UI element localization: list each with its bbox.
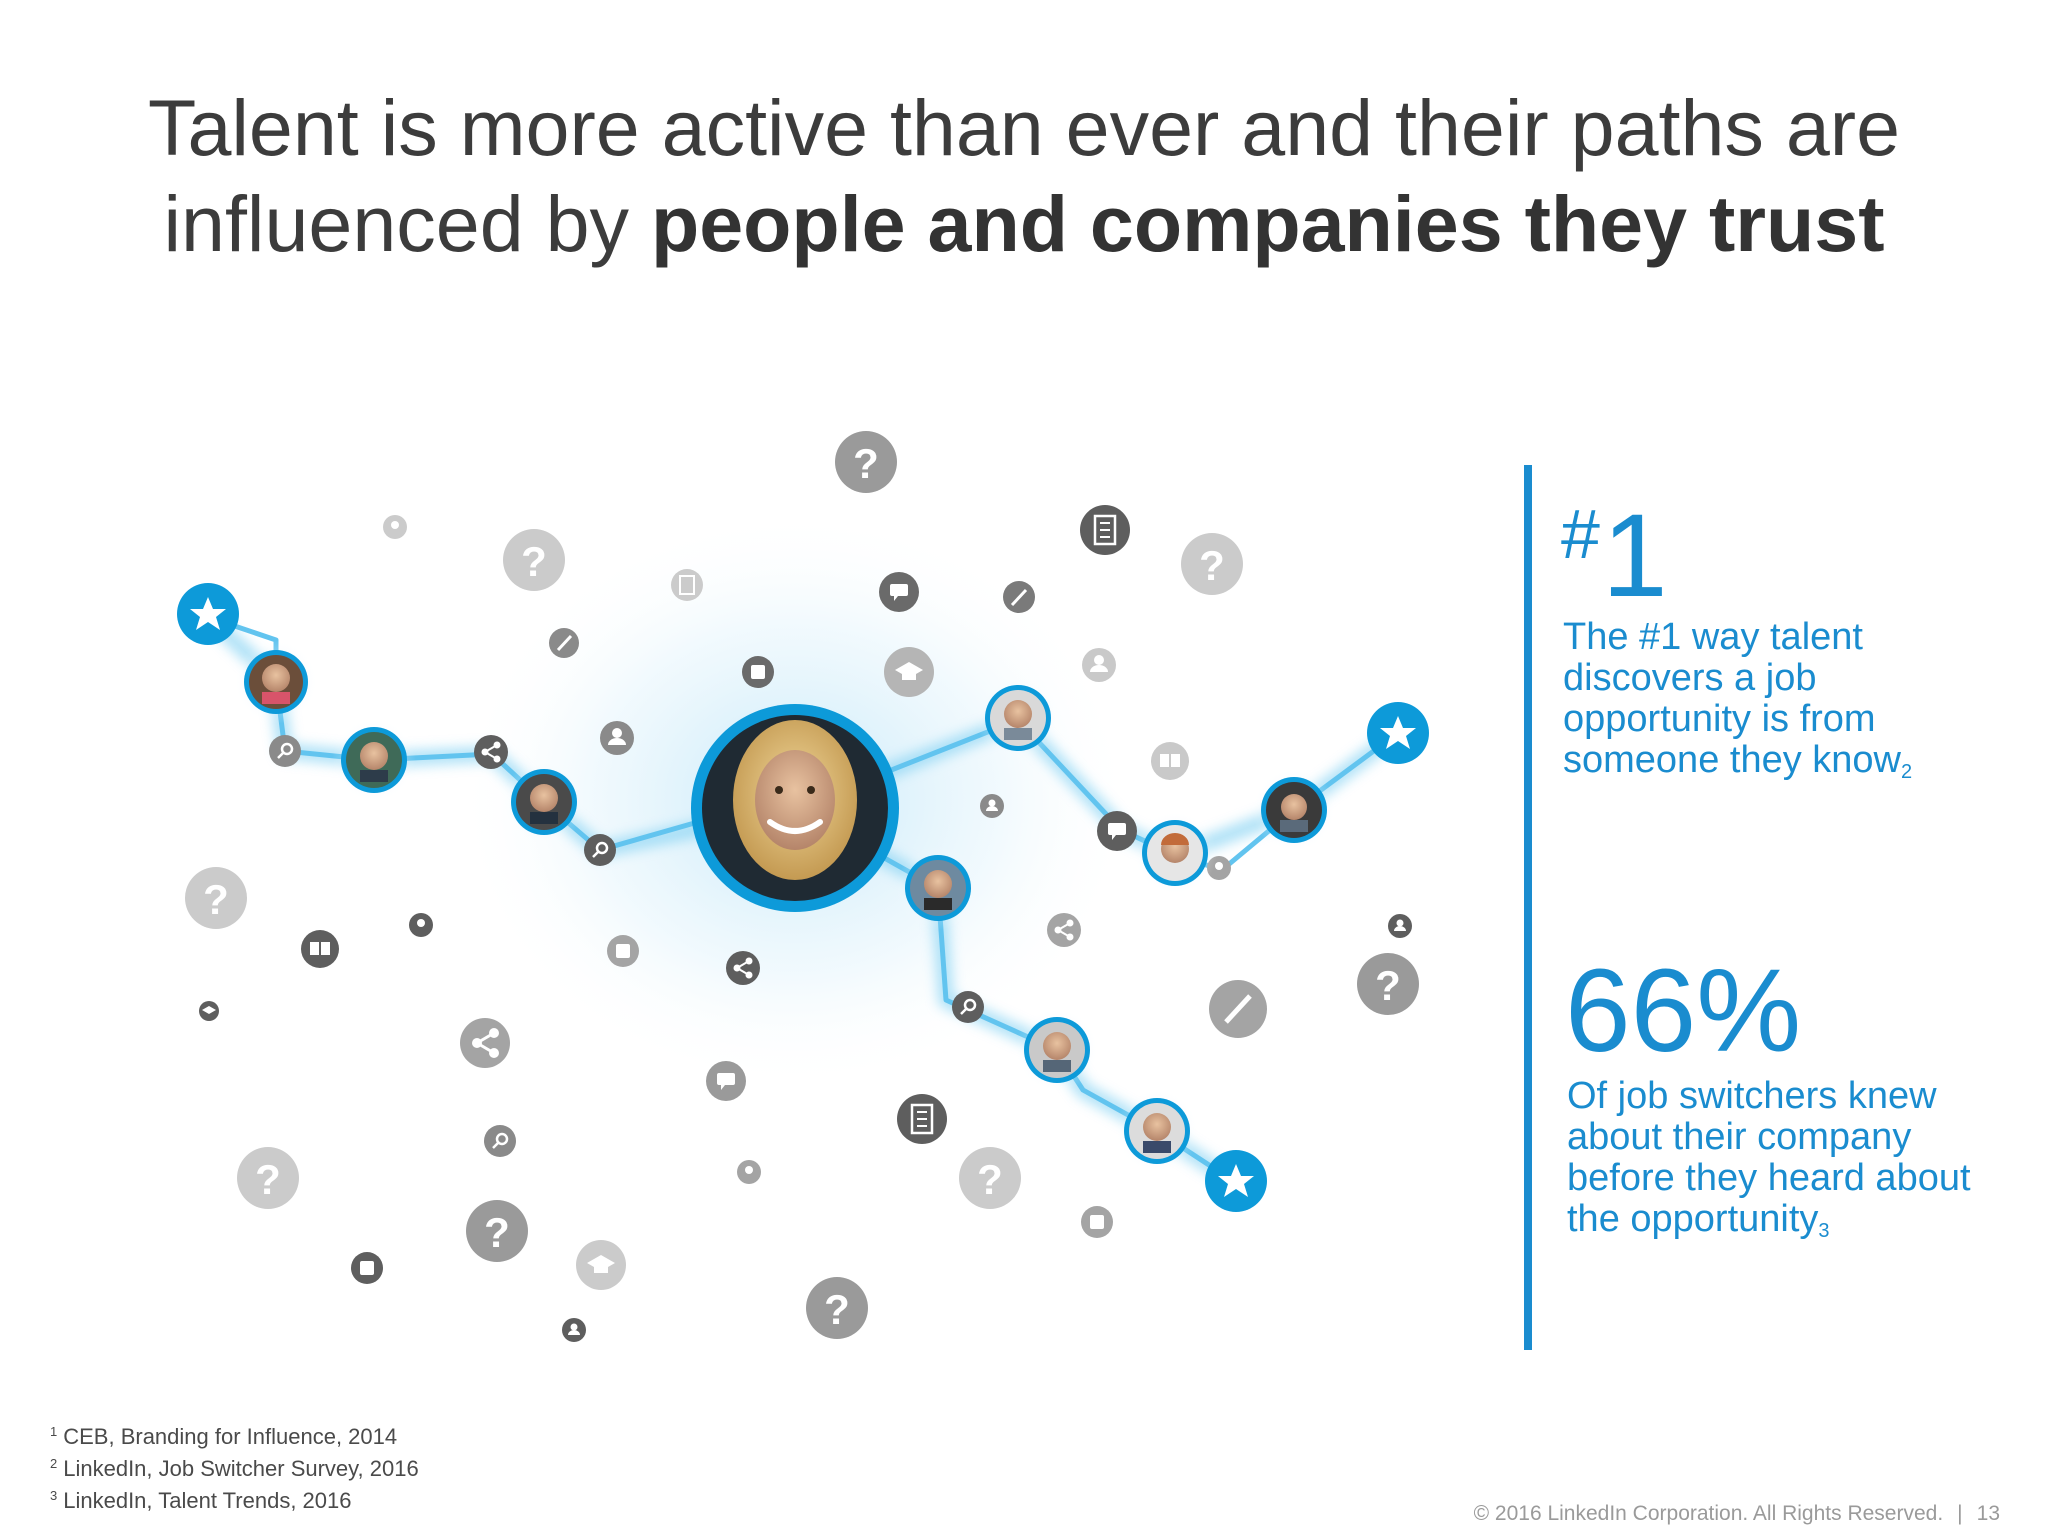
question-icon: ?	[237, 1147, 299, 1209]
pencil-icon	[1209, 980, 1267, 1038]
central-avatar	[691, 704, 899, 912]
footnote-number: 2	[50, 1456, 58, 1471]
share-icon	[726, 951, 760, 985]
briefcase-icon	[1081, 1206, 1113, 1238]
question-icon: ?	[466, 1200, 528, 1262]
award-icon	[383, 515, 407, 539]
award-icon	[409, 913, 433, 937]
briefcase-icon	[607, 935, 639, 967]
person-icon	[1388, 914, 1412, 938]
book-icon	[301, 930, 339, 968]
footnote-text: LinkedIn, Job Switcher Survey, 2016	[63, 1456, 419, 1481]
svg-text:?: ?	[255, 1156, 281, 1203]
star-badge-icon	[1367, 702, 1429, 764]
scattered-icons: ? ? ? ? ? ? ? ? ?	[185, 431, 1419, 1342]
building-icon	[1080, 505, 1130, 555]
avatar	[976, 676, 1060, 760]
search-icon	[269, 735, 301, 767]
pencil-icon	[549, 628, 579, 658]
avatar	[234, 640, 318, 724]
avatar	[332, 718, 416, 802]
briefcase-icon	[351, 1252, 383, 1284]
title-line-1: Talent is more active than ever and thei…	[147, 83, 1901, 172]
footer-separator: |	[1957, 1502, 1963, 1525]
share-icon	[474, 735, 508, 769]
avatar	[1252, 768, 1336, 852]
briefcase-icon	[742, 656, 774, 688]
svg-text:?: ?	[977, 1156, 1003, 1203]
stat-1-number: #1	[1561, 474, 1668, 616]
svg-text:?: ?	[521, 538, 547, 585]
stat-2-description: Of job switchers knew about their compan…	[1567, 1075, 1987, 1242]
title-line-2: influenced by people and companies they …	[0, 176, 2048, 272]
question-icon: ?	[835, 431, 897, 493]
page-title: Talent is more active than ever and thei…	[0, 80, 2048, 272]
share-icon	[460, 1018, 510, 1068]
question-icon: ?	[503, 529, 565, 591]
svg-text:?: ?	[853, 440, 879, 487]
award-icon	[737, 1160, 761, 1184]
title-line-2-plain: influenced by	[163, 179, 651, 268]
question-icon: ?	[806, 1277, 868, 1339]
stat-1-ref: 2	[1900, 761, 1913, 783]
star-badge-icon	[177, 583, 239, 645]
stat-1-text: The #1 way talent discovers a job opport…	[1563, 616, 1901, 781]
chat-icon	[706, 1061, 746, 1101]
footnote-number: 3	[50, 1488, 58, 1503]
search-icon	[952, 991, 984, 1023]
footnote: 2 LinkedIn, Job Switcher Survey, 2016	[50, 1450, 419, 1482]
question-icon: ?	[1357, 953, 1419, 1015]
person-icon	[600, 721, 634, 755]
chat-icon	[1097, 811, 1137, 851]
search-icon	[584, 834, 616, 866]
avatar	[1015, 1008, 1099, 1092]
building-icon	[671, 569, 703, 601]
footer-copyright: © 2016 LinkedIn Corporation. All Rights …	[1474, 1502, 2000, 1526]
graduation-cap-icon	[576, 1240, 626, 1290]
stat-1-value: 1	[1601, 490, 1668, 622]
search-icon	[484, 1125, 516, 1157]
footnote-text: LinkedIn, Talent Trends, 2016	[63, 1488, 352, 1513]
svg-text:?: ?	[1375, 962, 1401, 1009]
svg-text:?: ?	[1199, 542, 1225, 589]
avatars	[234, 640, 1336, 1173]
page-number: 13	[1976, 1502, 2000, 1525]
footnote-text: CEB, Branding for Influence, 2014	[63, 1424, 398, 1449]
pencil-icon	[1003, 581, 1035, 613]
star-badge-icon	[1205, 1150, 1267, 1212]
stats-divider	[1524, 465, 1532, 1350]
avatar	[896, 846, 980, 930]
stat-1-hash: #	[1561, 495, 1600, 573]
building-icon	[897, 1094, 947, 1144]
svg-text:?: ?	[203, 876, 229, 923]
person-icon	[562, 1318, 586, 1342]
stat-1-description: The #1 way talent discovers a job opport…	[1563, 616, 1983, 783]
copyright-text: © 2016 LinkedIn Corporation. All Rights …	[1473, 1502, 1944, 1525]
svg-text:?: ?	[824, 1286, 850, 1333]
book-icon	[1151, 742, 1189, 780]
stat-2-number: 66%	[1565, 945, 1802, 1077]
star-badges	[177, 583, 1429, 1212]
graduation-cap-icon	[199, 1001, 219, 1021]
footnotes: 1 CEB, Branding for Influence, 2014 2 Link…	[50, 1418, 419, 1514]
share-icon	[1047, 913, 1081, 947]
avatar	[1133, 811, 1217, 895]
footnote: 1 CEB, Branding for Influence, 2014	[50, 1418, 419, 1450]
stat-2-text: Of job switchers knew about their compan…	[1567, 1075, 1971, 1240]
avatar	[502, 760, 586, 844]
svg-text:?: ?	[484, 1209, 510, 1256]
title-line-2-bold: people and companies they trust	[650, 179, 1885, 268]
chat-icon	[879, 572, 919, 612]
footnote-number: 1	[50, 1424, 58, 1439]
person-icon	[980, 794, 1004, 818]
graduation-cap-icon	[884, 647, 934, 697]
person-icon	[1082, 648, 1116, 682]
question-icon: ?	[1181, 533, 1243, 595]
avatar	[1115, 1089, 1199, 1173]
stat-2-ref: 3	[1818, 1220, 1830, 1242]
question-icon: ?	[185, 867, 247, 929]
footnote: 3 LinkedIn, Talent Trends, 2016	[50, 1482, 419, 1514]
question-icon: ?	[959, 1147, 1021, 1209]
